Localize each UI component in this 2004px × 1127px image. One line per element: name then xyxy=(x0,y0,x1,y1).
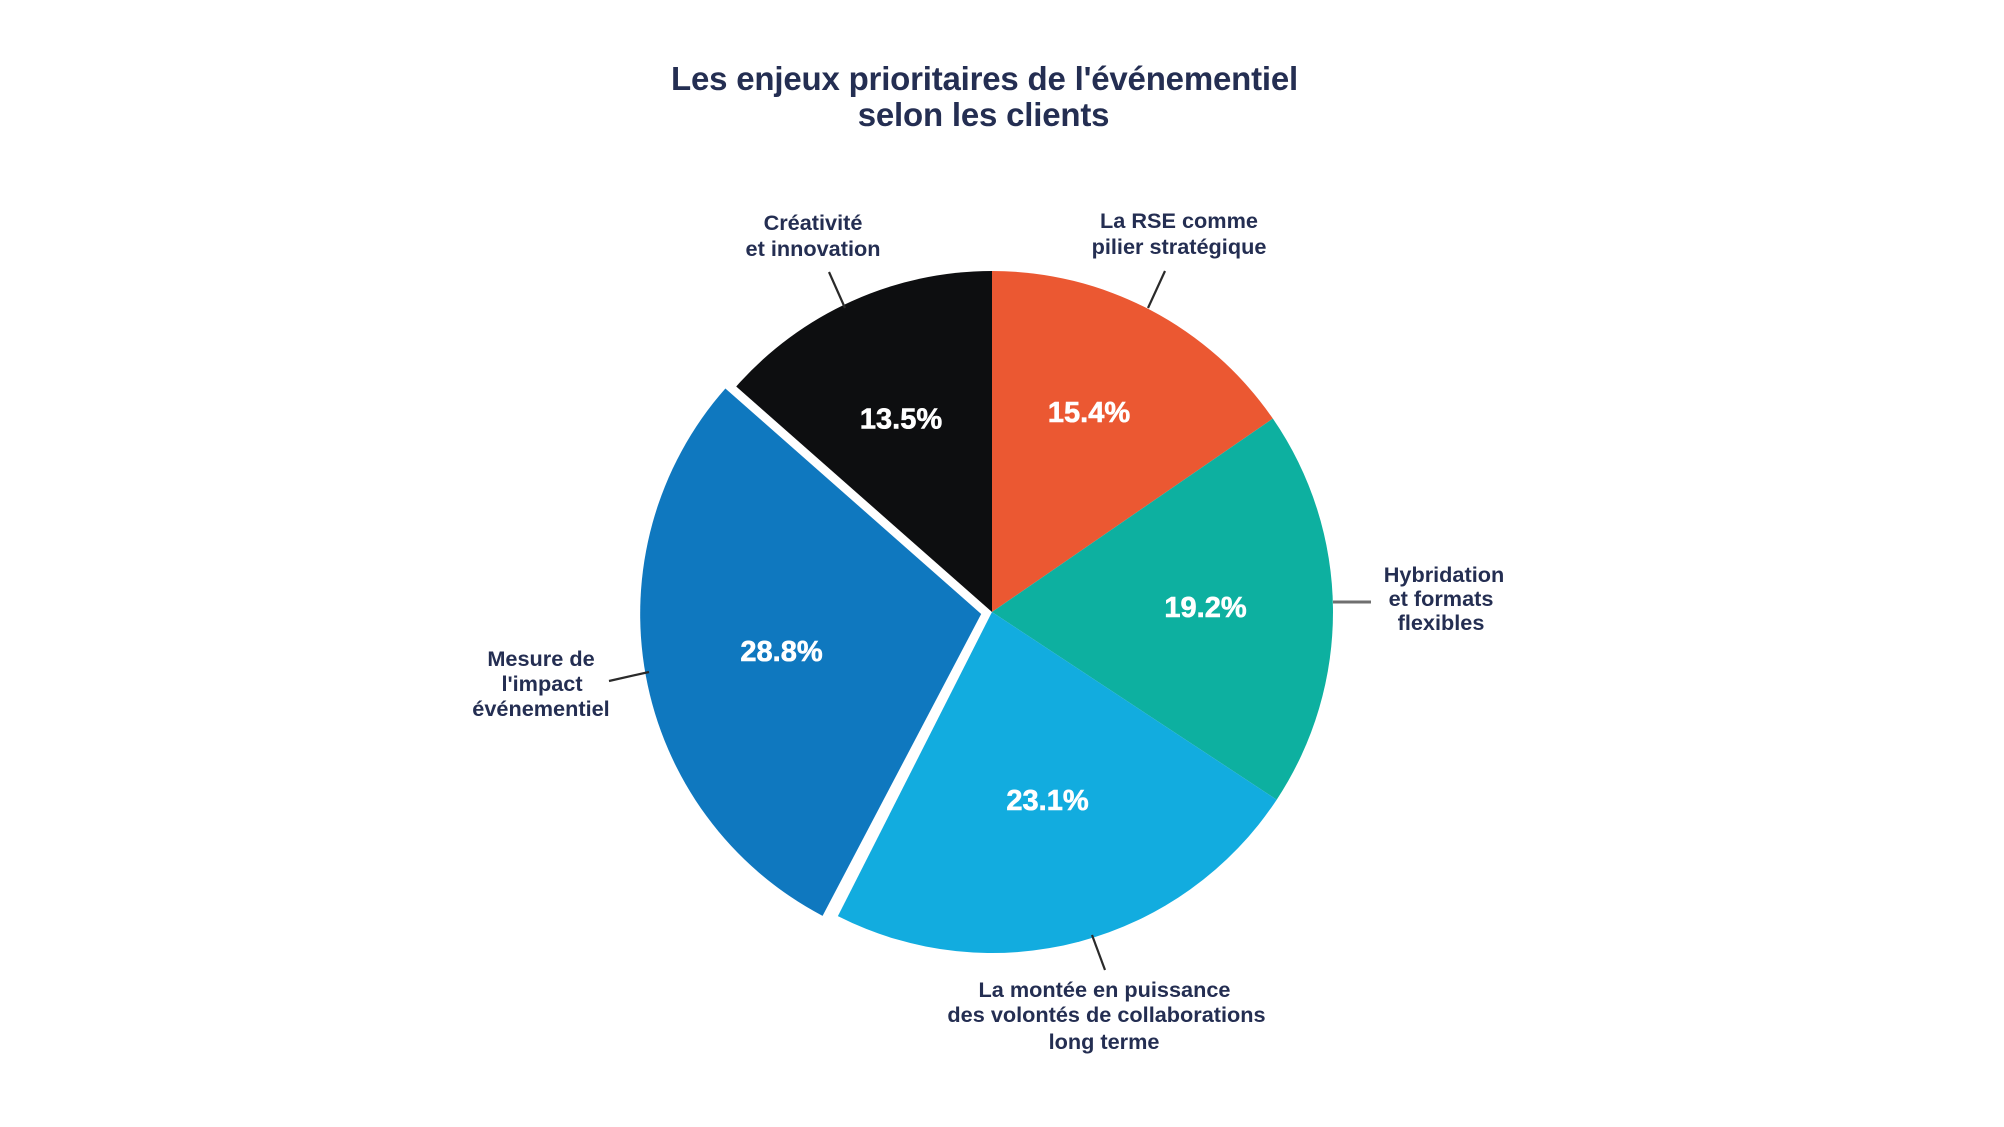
svg-text:événementiel: événementiel xyxy=(472,696,609,721)
svg-text:15.4%: 15.4% xyxy=(1048,397,1130,429)
svg-text:19.2%: 19.2% xyxy=(1164,592,1246,624)
svg-text:La RSE comme: La RSE comme xyxy=(1100,208,1258,233)
svg-text:13.5%: 13.5% xyxy=(860,404,942,436)
svg-text:28.8%: 28.8% xyxy=(740,636,822,668)
svg-text:selon les clients: selon les clients xyxy=(858,96,1110,133)
svg-text:Les enjeux prioritaires de l'é: Les enjeux prioritaires de l'événementie… xyxy=(671,60,1298,97)
svg-text:La montée en puissance: La montée en puissance xyxy=(979,977,1231,1002)
svg-text:Créativité: Créativité xyxy=(764,210,863,235)
svg-text:23.1%: 23.1% xyxy=(1006,785,1088,817)
svg-text:Hybridation: Hybridation xyxy=(1384,562,1505,587)
svg-text:et innovation: et innovation xyxy=(746,236,881,261)
svg-text:flexibles: flexibles xyxy=(1398,610,1485,635)
svg-text:des volontés de collaborations: des volontés de collaborations xyxy=(947,1002,1265,1027)
svg-text:l'impact: l'impact xyxy=(501,671,582,696)
svg-text:Mesure de: Mesure de xyxy=(487,646,594,671)
svg-text:et formats: et formats xyxy=(1389,586,1494,611)
svg-text:pilier stratégique: pilier stratégique xyxy=(1092,234,1267,259)
svg-text:long terme: long terme xyxy=(1049,1029,1160,1054)
